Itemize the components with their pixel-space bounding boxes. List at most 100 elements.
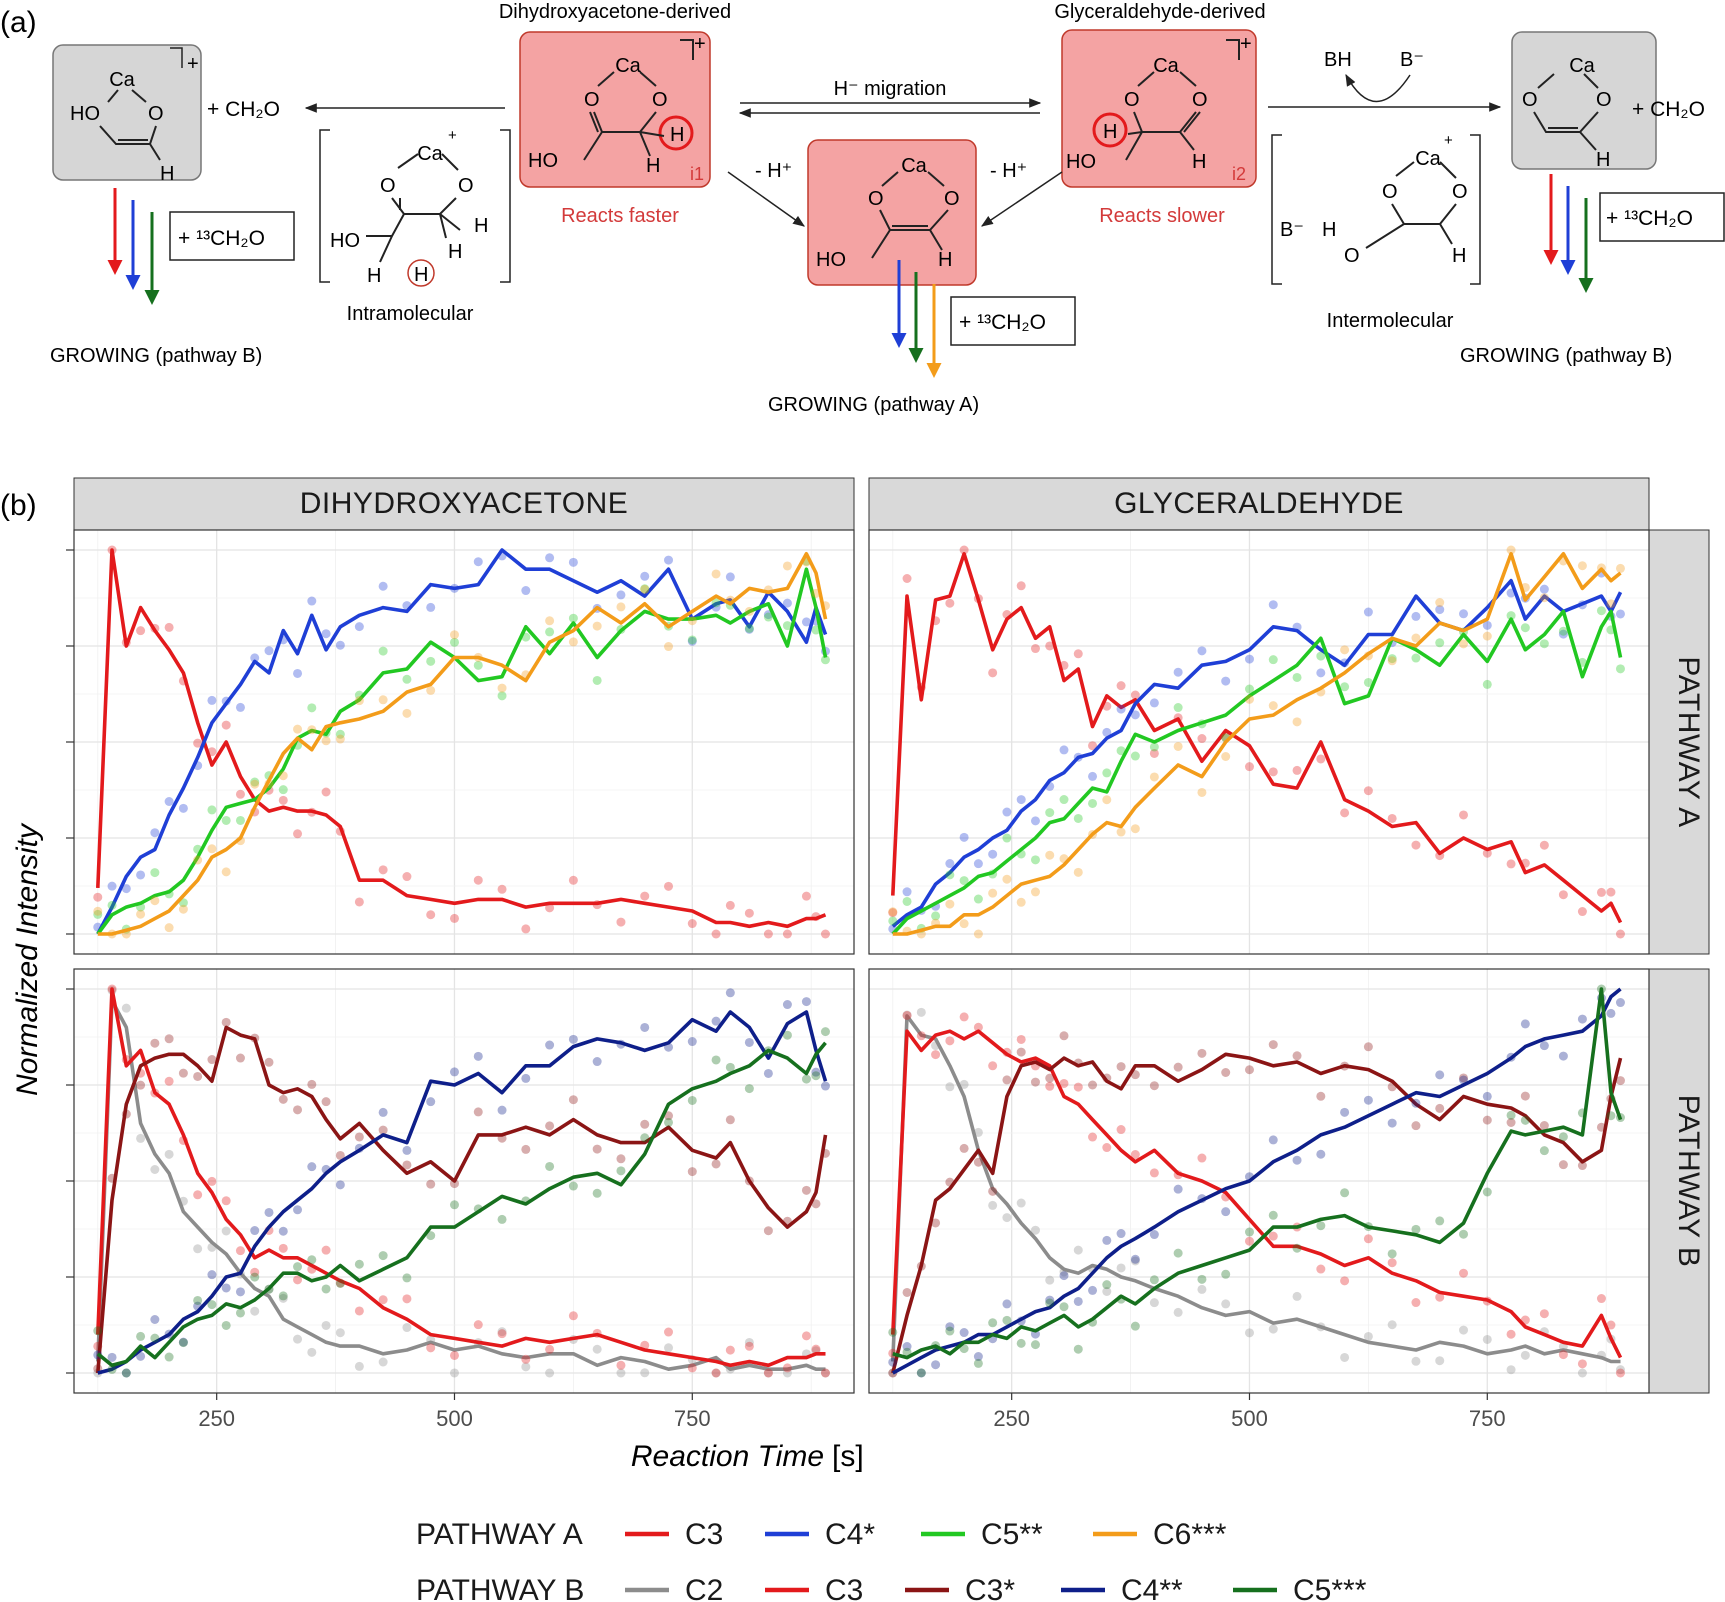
data-point xyxy=(164,1034,174,1044)
data-point xyxy=(592,621,602,631)
data-point xyxy=(235,1053,245,1063)
data-point xyxy=(725,1345,735,1355)
data-point xyxy=(136,909,146,919)
data-point xyxy=(1558,629,1568,639)
data-point xyxy=(744,1084,754,1094)
data-point xyxy=(250,1267,260,1277)
data-point xyxy=(1539,639,1549,649)
data-point xyxy=(782,1000,792,1010)
data-point xyxy=(988,1186,998,1196)
data-point xyxy=(1244,1065,1254,1075)
panel-a-label: (a) xyxy=(0,6,37,39)
data-point xyxy=(1116,746,1126,756)
data-point xyxy=(888,1357,898,1367)
data-point xyxy=(150,828,160,838)
data-point xyxy=(1045,1295,1055,1305)
data-point xyxy=(973,894,983,904)
data-point xyxy=(521,1362,531,1372)
data-point xyxy=(1149,748,1159,758)
data-point xyxy=(497,691,507,701)
data-point xyxy=(801,1185,811,1195)
data-point xyxy=(1244,762,1254,772)
data-point xyxy=(1149,1081,1159,1091)
data-point xyxy=(1340,1188,1350,1198)
data-point xyxy=(121,1003,131,1013)
data-point xyxy=(1268,1040,1278,1050)
legend-label: C2 xyxy=(685,1574,723,1602)
data-point xyxy=(931,1218,941,1228)
data-point xyxy=(725,1115,735,1125)
data-point xyxy=(959,1328,969,1338)
data-point xyxy=(687,1037,697,1047)
facet-dha-pathway-a xyxy=(66,529,855,955)
data-point xyxy=(307,1255,317,1265)
data-point xyxy=(1197,1274,1207,1284)
data-point xyxy=(916,1007,926,1017)
svg-text:O: O xyxy=(380,175,396,197)
x-tick-label: 750 xyxy=(674,1406,711,1431)
data-point xyxy=(931,1360,941,1370)
growing-b-right-label: GROWING (pathway B) xyxy=(1460,345,1672,367)
data-point xyxy=(1615,664,1625,674)
data-point xyxy=(1059,1031,1069,1041)
data-point xyxy=(293,1334,303,1344)
data-point xyxy=(335,729,345,739)
data-point xyxy=(1116,827,1126,837)
data-point xyxy=(1102,1286,1112,1296)
hydride-migration-label: H⁻ migration xyxy=(834,78,947,100)
data-point xyxy=(1411,633,1421,643)
ga-header: Glyceraldehyde-derived xyxy=(1054,1,1265,23)
data-point xyxy=(1558,626,1568,636)
data-point xyxy=(1411,1121,1421,1131)
legend-title-pathway-a: PATHWAY A xyxy=(416,1518,583,1551)
data-point xyxy=(1615,1076,1625,1086)
data-point xyxy=(354,897,364,907)
data-point xyxy=(1173,703,1183,713)
strip-dihydroxyacetone: DIHYDROXYACETONE xyxy=(300,487,629,520)
data-point xyxy=(1102,768,1112,778)
data-point xyxy=(1411,1298,1421,1308)
data-point xyxy=(521,586,531,596)
data-point xyxy=(1102,1235,1112,1245)
svg-text:O: O xyxy=(1382,181,1398,203)
minus-h-right-label: - H⁺ xyxy=(990,160,1027,182)
data-point xyxy=(888,1327,898,1337)
series-line-c3 xyxy=(891,551,1623,924)
data-point xyxy=(1102,1143,1112,1153)
data-point xyxy=(1244,654,1254,664)
data-point xyxy=(744,908,754,918)
data-point xyxy=(782,1363,792,1373)
data-point xyxy=(1292,1243,1302,1253)
data-point xyxy=(725,1062,735,1072)
data-point xyxy=(801,997,811,1007)
data-point xyxy=(321,1245,331,1255)
data-point xyxy=(1520,1019,1530,1029)
data-point xyxy=(1268,701,1278,711)
data-point xyxy=(1088,1285,1098,1295)
data-point xyxy=(1073,649,1083,659)
data-point xyxy=(1030,1077,1040,1087)
svg-text:O: O xyxy=(868,188,884,210)
data-point xyxy=(1482,848,1492,858)
data-point xyxy=(307,725,317,735)
data-point xyxy=(1435,1216,1445,1226)
data-point xyxy=(1411,1224,1421,1234)
data-point xyxy=(1435,598,1445,608)
data-point xyxy=(136,1331,146,1341)
data-point xyxy=(278,785,288,795)
data-point xyxy=(711,1055,721,1065)
data-point xyxy=(1088,798,1098,808)
faceted-chart: (b) DIHYDROXYACETONE GLYCERALDEHYDE PATH… xyxy=(0,477,1710,1602)
series-line-c3 xyxy=(891,1029,1623,1359)
legend-row-pathway-a: C3 C4* C5** C6*** xyxy=(625,1518,1227,1551)
data-point xyxy=(1363,1095,1373,1105)
data-point xyxy=(1506,1118,1516,1128)
data-point xyxy=(1244,1227,1254,1237)
labeled-ch2o-box-right: + ¹³CH₂O xyxy=(1599,192,1725,242)
data-point xyxy=(1197,734,1207,744)
data-point xyxy=(1268,1210,1278,1220)
data-point xyxy=(321,629,331,639)
data-point xyxy=(335,1150,345,1160)
panel-b-label: (b) xyxy=(0,489,37,522)
data-point xyxy=(1387,654,1397,664)
